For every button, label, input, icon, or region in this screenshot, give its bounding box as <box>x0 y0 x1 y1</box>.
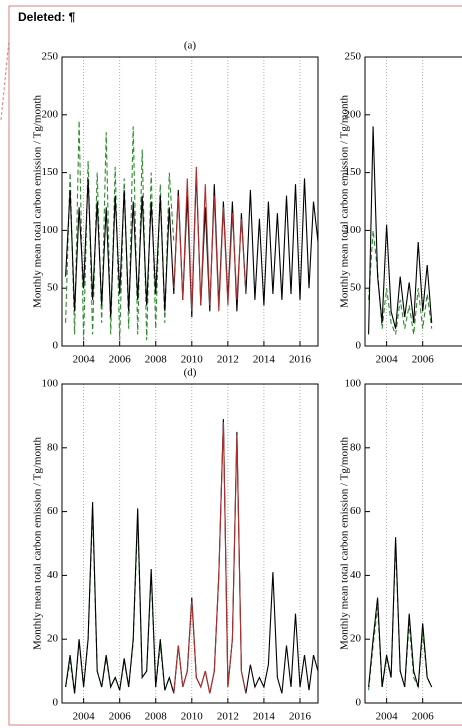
x-tick-label: 2004 <box>73 711 96 723</box>
x-tick-label: 2004 <box>73 354 96 366</box>
y-tick-label: 150 <box>42 166 59 178</box>
panel-title: (d) <box>184 367 197 379</box>
y-tick-label: 0 <box>356 697 362 709</box>
y-tick-label: 250 <box>345 51 362 63</box>
y-tick-label: 0 <box>356 340 362 352</box>
x-tick-label: 2006 <box>412 711 435 723</box>
plot-frame <box>61 56 319 347</box>
x-tick-label: 2006 <box>109 711 132 723</box>
y-tick-label: 60 <box>47 505 59 517</box>
y-tick-label: 100 <box>42 378 59 390</box>
series-line <box>173 166 247 312</box>
series-line <box>65 120 175 341</box>
x-tick-label: 2014 <box>253 711 276 723</box>
y-axis-label: Monthly mean total carbon emission / Tg/… <box>32 94 44 308</box>
y-tick-label: 0 <box>53 340 59 352</box>
y-tick-label: 20 <box>350 633 362 645</box>
y-tick-label: 60 <box>350 505 362 517</box>
y-axis-label: Monthly mean total carbon emission / Tg/… <box>32 436 44 650</box>
balloon-border <box>8 5 462 726</box>
x-tick-label: 2012 <box>217 354 239 366</box>
panel-title: (a) <box>184 40 197 52</box>
x-tick-label: 2012 <box>217 711 239 723</box>
y-tick-label: 150 <box>345 166 362 178</box>
y-tick-label: 20 <box>47 633 59 645</box>
x-tick-label: 2008 <box>145 354 168 366</box>
x-tick-label: 2006 <box>109 354 132 366</box>
x-tick-label: 2010 <box>181 354 204 366</box>
series-line <box>65 172 318 318</box>
y-tick-label: 100 <box>42 224 59 236</box>
y-tick-label: 200 <box>345 108 362 120</box>
x-tick-label: 2008 <box>145 711 168 723</box>
y-tick-label: 80 <box>47 441 59 453</box>
y-tick-label: 40 <box>47 569 59 581</box>
y-tick-label: 50 <box>47 282 59 294</box>
y-tick-label: 80 <box>350 441 362 453</box>
y-tick-label: 100 <box>345 378 362 390</box>
x-tick-label: 2016 <box>289 711 312 723</box>
connector-line <box>0 39 10 121</box>
plot-frame <box>61 383 319 704</box>
y-tick-label: 100 <box>345 224 362 236</box>
balloon-label: Deleted: ¶ <box>18 10 76 24</box>
y-tick-label: 0 <box>53 697 59 709</box>
plot-frame <box>364 383 462 704</box>
y-tick-label: 250 <box>42 51 59 63</box>
y-tick-label: 200 <box>42 108 59 120</box>
x-tick-label: 2016 <box>289 354 312 366</box>
y-tick-label: 50 <box>350 282 362 294</box>
x-tick-label: 2006 <box>412 354 435 366</box>
series-line <box>173 422 247 694</box>
y-tick-label: 40 <box>350 569 362 581</box>
y-axis-label: Monthly mean total carbon emission / Tg/… <box>339 436 351 650</box>
x-tick-label: 2004 <box>376 711 399 723</box>
plot-frame <box>364 56 462 347</box>
series-line <box>65 419 318 694</box>
x-tick-label: 2014 <box>253 354 276 366</box>
x-tick-label: 2004 <box>376 354 399 366</box>
series-line <box>368 126 433 335</box>
x-tick-label: 2010 <box>181 711 204 723</box>
series-line <box>368 537 433 688</box>
y-axis-label: Monthly mean total carbon emission / Tg/… <box>339 94 351 308</box>
